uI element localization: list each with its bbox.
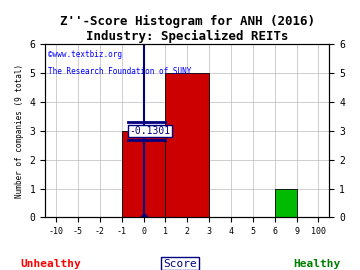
Text: ©www.textbiz.org: ©www.textbiz.org [48, 49, 122, 59]
Text: The Research Foundation of SUNY: The Research Foundation of SUNY [48, 67, 192, 76]
Title: Z''-Score Histogram for ANH (2016)
Industry: Specialized REITs: Z''-Score Histogram for ANH (2016) Indus… [60, 15, 315, 43]
Bar [165, 73, 209, 217]
Text: -0.1301: -0.1301 [129, 126, 170, 136]
Text: Unhealthy: Unhealthy [20, 259, 81, 269]
Bar [275, 188, 297, 217]
Text: Score: Score [163, 259, 197, 269]
Y-axis label: Number of companies (9 total): Number of companies (9 total) [15, 64, 24, 198]
Bar [122, 131, 165, 217]
Text: Healthy: Healthy [293, 259, 341, 269]
